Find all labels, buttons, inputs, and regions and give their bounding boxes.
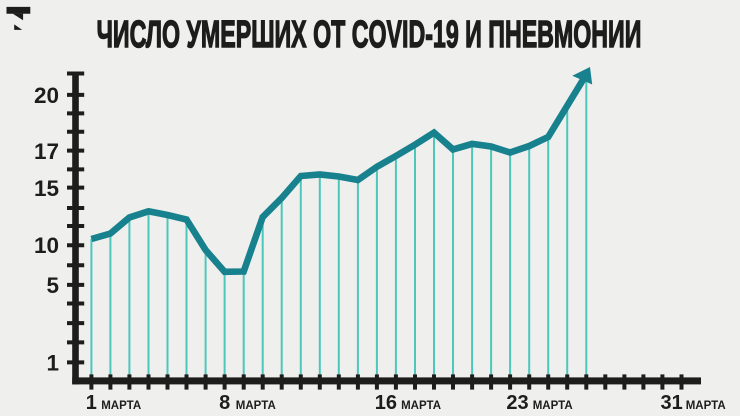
svg-text:ЧИСЛО УМЕРШИХ ОТ COVID-19 И ПН: ЧИСЛО УМЕРШИХ ОТ COVID-19 И ПНЕВМОНИИ [97, 13, 642, 55]
svg-text:МАРТА: МАРТА [236, 400, 276, 412]
svg-text:16: 16 [375, 392, 397, 414]
svg-text:8: 8 [219, 392, 230, 414]
svg-text:17: 17 [34, 139, 59, 164]
svg-text:МАРТА: МАРТА [686, 400, 726, 412]
svg-text:1: 1 [86, 392, 97, 414]
svg-text:23: 23 [506, 392, 528, 414]
svg-text:1: 1 [46, 351, 59, 376]
svg-text:20: 20 [34, 83, 59, 108]
svg-text:15: 15 [34, 176, 59, 201]
svg-text:МАРТА: МАРТА [101, 400, 141, 412]
svg-text:10: 10 [34, 233, 59, 258]
svg-text:5: 5 [46, 273, 59, 298]
svg-text:МАРТА: МАРТА [533, 400, 573, 412]
svg-text:МАРТА: МАРТА [401, 400, 441, 412]
svg-text:31: 31 [660, 392, 682, 414]
